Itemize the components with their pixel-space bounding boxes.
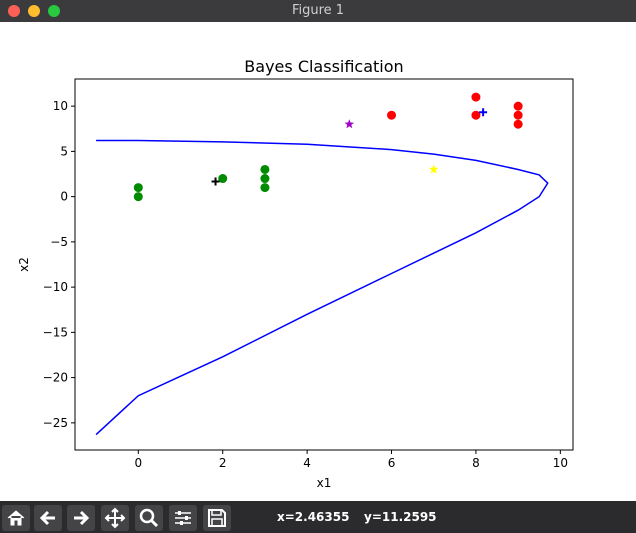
data-point xyxy=(260,164,270,174)
maximize-window-button[interactable] xyxy=(48,5,60,17)
figure-canvas[interactable]: Bayes Classification 0 2 4 6 8 10 10 5 0 −5 −10 −15 −… xyxy=(0,22,636,501)
y-axis-label: x2 xyxy=(17,257,31,272)
pan-icon xyxy=(104,507,126,529)
back-button[interactable] xyxy=(34,505,62,531)
y-tick-label: −20 xyxy=(43,371,68,385)
zoom-icon xyxy=(139,508,159,528)
y-tick-label: −15 xyxy=(43,325,68,339)
data-point xyxy=(471,110,481,120)
home-button[interactable] xyxy=(2,505,30,531)
mean-marker xyxy=(211,177,220,186)
zoom-button[interactable] xyxy=(135,505,163,531)
forward-button[interactable] xyxy=(67,505,95,531)
configure-subplots-icon xyxy=(175,511,191,525)
decision-boundary-curve xyxy=(95,139,549,436)
x-tick-label: 6 xyxy=(388,456,396,470)
forward-icon xyxy=(74,510,90,526)
plot: Bayes Classification 0 2 4 6 8 10 10 5 0 −5 −10 −15 −… xyxy=(17,57,574,490)
data-point xyxy=(133,192,143,202)
x-coordinate-readout: x=2.46355 xyxy=(277,510,350,524)
data-point xyxy=(513,119,523,129)
x-tick-label: 4 xyxy=(303,456,311,470)
axes-frame xyxy=(74,78,574,451)
x-tick-label: 2 xyxy=(219,456,227,470)
back-icon xyxy=(39,510,55,526)
y-tick-label: −5 xyxy=(50,235,68,249)
data-point xyxy=(260,174,270,184)
x-tick-label: 0 xyxy=(134,456,142,470)
y-tick-label: −25 xyxy=(43,416,68,430)
y-coordinate-readout: y=11.2595 xyxy=(364,510,437,524)
star-marker xyxy=(344,119,355,129)
home-icon xyxy=(7,510,25,526)
data-point xyxy=(133,183,143,193)
toolbar: x=2.46355 y=11.2595 xyxy=(0,501,636,533)
x-tick-label: 10 xyxy=(553,456,568,470)
data-point xyxy=(218,174,228,184)
save-button[interactable] xyxy=(203,505,231,531)
data-point xyxy=(513,101,523,111)
data-point xyxy=(387,110,397,120)
y-tick-label: 10 xyxy=(53,99,68,113)
configure-subplots-button[interactable] xyxy=(169,505,197,531)
data-point xyxy=(471,92,481,102)
x-tick-label: 8 xyxy=(472,456,480,470)
x-axis-label: x1 xyxy=(317,476,332,490)
save-icon xyxy=(208,509,226,527)
close-window-button[interactable] xyxy=(8,5,20,17)
y-tick-label: 0 xyxy=(60,190,68,204)
window-title: Figure 1 xyxy=(291,3,345,18)
y-tick-label: −10 xyxy=(43,280,68,294)
star-marker xyxy=(429,164,439,174)
minimize-window-button[interactable] xyxy=(28,5,40,17)
title-bar: Figure 1 xyxy=(0,0,636,23)
pan-button[interactable] xyxy=(101,505,129,531)
data-point xyxy=(260,183,270,193)
mean-marker xyxy=(479,108,488,117)
y-tick-label: 5 xyxy=(60,144,68,158)
data-point xyxy=(513,110,523,120)
chart-title: Bayes Classification xyxy=(244,57,403,76)
